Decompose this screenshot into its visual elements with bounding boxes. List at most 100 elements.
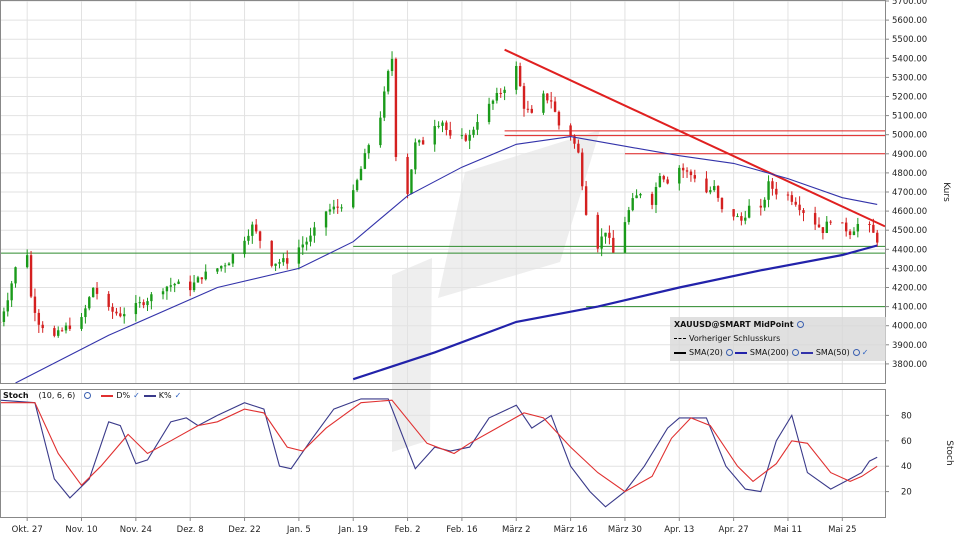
- chart-legend: XAUUSD@SMART MidPoint Vorheriger Schluss…: [670, 317, 886, 361]
- check-icon[interactable]: ✓: [174, 391, 182, 400]
- candle-body: [736, 216, 739, 218]
- candle-body: [297, 247, 301, 264]
- candle-body: [414, 142, 417, 170]
- candle-body: [119, 313, 122, 317]
- candle-body: [472, 129, 475, 135]
- candle-body: [763, 199, 766, 208]
- candle-body: [355, 180, 359, 191]
- candle-body: [243, 240, 246, 255]
- y-tick-label: 4000.00: [892, 322, 927, 332]
- settings-icon[interactable]: [84, 392, 92, 399]
- candle-body: [786, 194, 790, 196]
- candle-body: [251, 224, 254, 236]
- candle-body: [336, 206, 339, 208]
- candle-body: [64, 325, 68, 331]
- candle-body: [705, 178, 708, 193]
- candle-body: [689, 171, 693, 176]
- candle-body: [14, 267, 17, 284]
- candle-body: [216, 268, 219, 272]
- candle-body: [406, 156, 409, 194]
- candle-body: [161, 291, 165, 295]
- candle-body: [740, 216, 743, 221]
- candle-body: [713, 186, 716, 191]
- legend-sma200: SMA(200): [749, 348, 789, 357]
- y-tick-label: 60: [901, 437, 912, 447]
- candle-body: [518, 65, 522, 87]
- check-icon[interactable]: ✓: [861, 348, 869, 357]
- candle-body: [460, 135, 464, 137]
- y-tick-label: 4200.00: [892, 284, 927, 294]
- candle-body: [223, 265, 227, 267]
- candle-body: [146, 301, 149, 306]
- candle-body: [542, 93, 545, 113]
- candle-body: [328, 209, 332, 212]
- candle-body: [173, 283, 176, 286]
- stoch-header: Stoch (10, 6, 6) D% ✓ K% ✓: [3, 391, 185, 400]
- candle-body: [192, 282, 196, 291]
- dashed-line-swatch: [674, 338, 686, 339]
- candle-body: [204, 271, 207, 280]
- y-tick-label: 4100.00: [892, 303, 927, 313]
- y-tick-label: 20: [901, 488, 912, 498]
- candle-body: [196, 277, 200, 283]
- candle-body: [487, 103, 491, 123]
- settings-icon[interactable]: [791, 349, 799, 356]
- candle-body: [270, 240, 273, 266]
- candle-body: [80, 317, 83, 329]
- candle-body: [53, 328, 56, 336]
- candle-body: [584, 186, 588, 215]
- x-tick-label: Jan. 5: [286, 525, 311, 535]
- legend-title-row: XAUUSD@SMART MidPoint: [674, 320, 806, 329]
- candlesticks: [0, 51, 879, 338]
- candle-body: [254, 224, 258, 232]
- x-tick-label: März 30: [608, 525, 642, 535]
- candle-body: [68, 325, 72, 329]
- stoch-title: Stoch: [3, 391, 29, 400]
- candle-body: [91, 287, 95, 298]
- candle-body: [138, 302, 141, 304]
- candle-body: [247, 235, 250, 241]
- candle-body: [379, 117, 382, 146]
- candle-body: [844, 222, 848, 232]
- sma200-line: [352, 244, 878, 381]
- candle-body: [557, 111, 561, 126]
- x-tick-label: Feb. 2: [395, 525, 421, 535]
- settings-icon[interactable]: [852, 349, 860, 356]
- candle-body: [10, 283, 13, 301]
- stoch-lines: [0, 398, 878, 508]
- check-icon[interactable]: ✓: [133, 391, 140, 400]
- x-tick-label: Nov. 10: [65, 525, 97, 535]
- candle-body: [437, 125, 440, 127]
- y-tick-label: 4400.00: [892, 245, 927, 255]
- candle-body: [352, 190, 355, 208]
- settings-icon[interactable]: [725, 349, 733, 356]
- candle-body: [499, 92, 502, 94]
- x-tick-label: Feb. 16: [446, 525, 477, 535]
- annotations: [0, 48, 886, 308]
- candle-body: [441, 122, 444, 126]
- candle-body: [282, 258, 285, 263]
- settings-icon[interactable]: [796, 321, 804, 328]
- candle-body: [29, 255, 33, 297]
- candle-body: [491, 100, 495, 104]
- candle-body: [658, 176, 662, 187]
- x-tick-label: März 2: [502, 525, 531, 535]
- candle-body: [332, 206, 336, 210]
- candle-body: [25, 255, 29, 268]
- sma20-swatch: [674, 351, 686, 354]
- candle-body: [445, 122, 448, 130]
- candle-body: [596, 214, 599, 249]
- candle-body: [220, 265, 223, 269]
- candle-body: [666, 179, 669, 184]
- candle-body: [394, 58, 398, 157]
- legend-sma20: SMA(20): [689, 348, 723, 357]
- candle-body: [821, 227, 825, 233]
- candle-body: [817, 224, 821, 228]
- y-tick-label: 4700.00: [892, 188, 927, 198]
- candle-body: [852, 231, 856, 236]
- candle-body: [386, 71, 390, 92]
- candle-body: [57, 330, 60, 336]
- candle-body: [88, 297, 91, 309]
- stoch-k-label: K%: [158, 391, 172, 400]
- moving-averages: [15, 136, 878, 384]
